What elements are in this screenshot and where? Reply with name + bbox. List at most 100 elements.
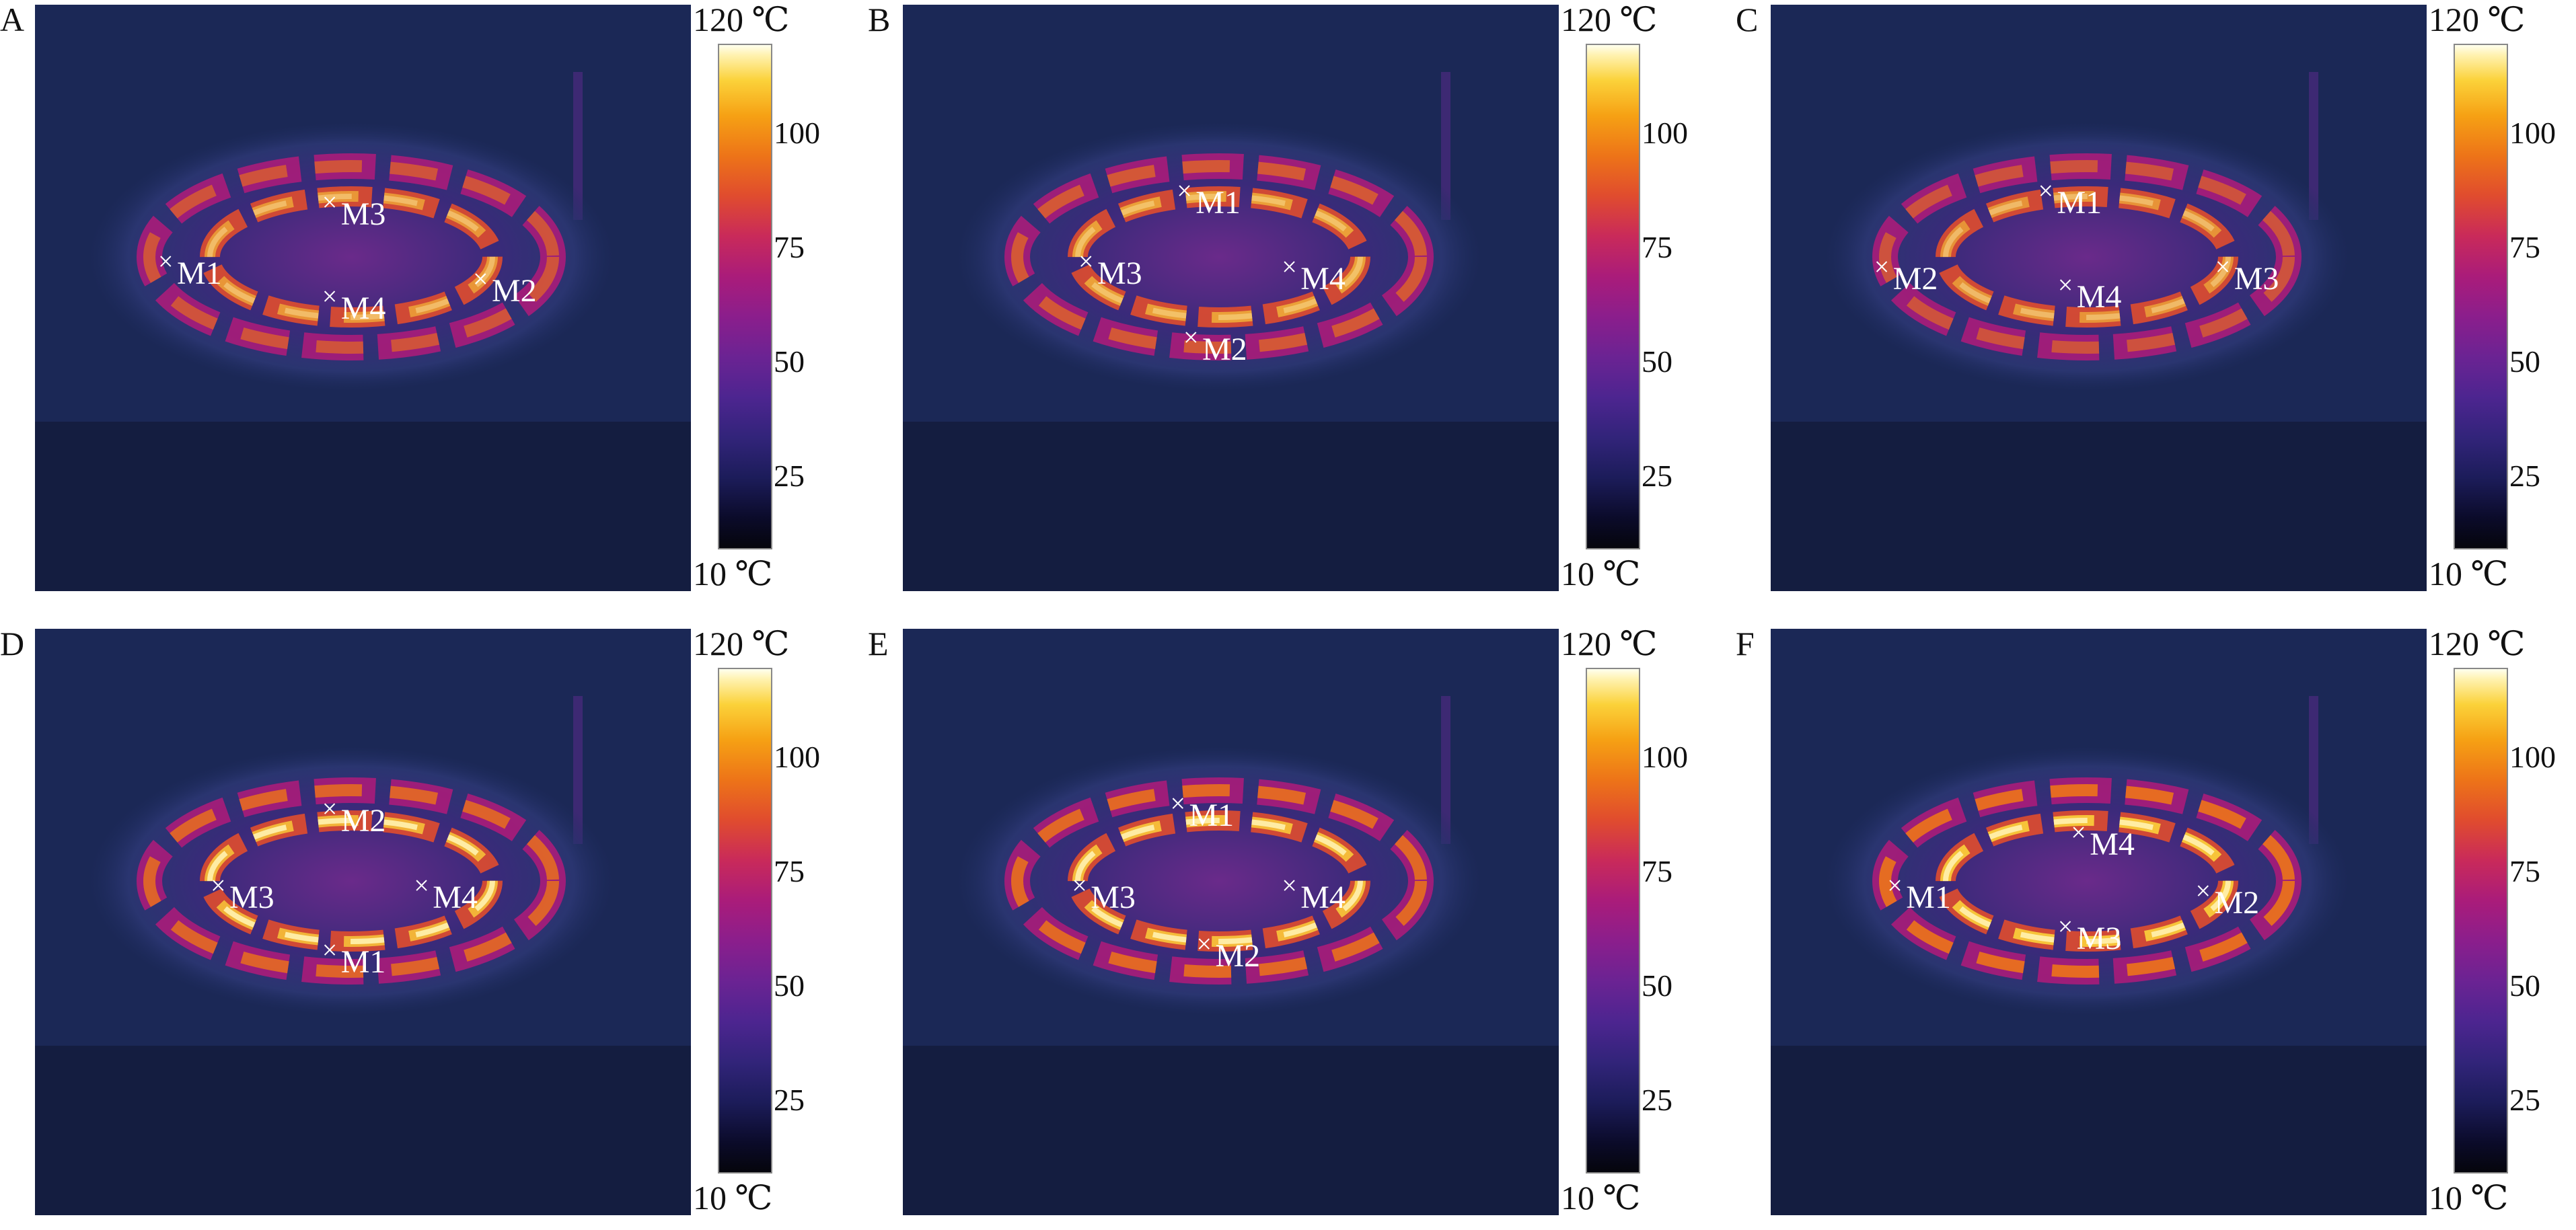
- colorbar-tick-label: 25: [774, 1083, 805, 1117]
- marker-label: M1: [1189, 797, 1235, 833]
- temperature-colorbar: [1586, 44, 1640, 549]
- marker-label: M2: [1892, 261, 1938, 297]
- marker-label: M1: [2057, 185, 2102, 221]
- colorbar-tick-label: 25: [2509, 1083, 2540, 1117]
- marker-cross-icon: ×: [1196, 928, 1212, 959]
- thermal-image: × M1 × M2 × M3 × M4: [1771, 629, 2427, 1215]
- thermal-scene: [35, 72, 691, 591]
- marker-label: M4: [1300, 261, 1346, 297]
- marker-cross-icon: ×: [1282, 870, 1297, 900]
- panel-e: E × M1 × M2 × M3 × M4 120 ℃ 100 75 50 25 10 ℃: [868, 624, 1726, 1230]
- panel-a: A × M1 × M2 × M3 × M4 120 ℃ 100 75 50 25 10 ℃: [0, 0, 858, 606]
- marker-cross-icon: ×: [211, 870, 226, 900]
- marker-label: M3: [2234, 261, 2279, 297]
- panel-d: D × M1 × M2 × M3 × M4 120 ℃ 100 75 50 25 10 ℃: [0, 624, 858, 1230]
- marker-cross-icon: ×: [2195, 876, 2211, 907]
- scale-min-label: 10 ℃: [2429, 1179, 2509, 1217]
- marker-label: M3: [340, 196, 386, 233]
- marker-cross-icon: ×: [2071, 817, 2086, 848]
- panel-letter: E: [868, 625, 889, 662]
- marker-cross-icon: ×: [1072, 870, 1087, 900]
- thermal-image: × M1 × M2 × M3 × M4: [35, 629, 691, 1215]
- marker-label: M4: [1300, 879, 1346, 915]
- colorbar-tick-label: 100: [774, 116, 820, 150]
- thermal-image: × M1 × M2 × M3 × M4: [903, 629, 1559, 1215]
- marker-cross-icon: ×: [2215, 252, 2231, 282]
- colorbar-tick-label: 100: [1642, 740, 1688, 774]
- marker-cross-icon: ×: [322, 281, 338, 311]
- marker-cross-icon: ×: [414, 870, 429, 900]
- marker-label: M4: [340, 291, 386, 326]
- marker-label: M1: [1195, 185, 1241, 221]
- colorbar-tick-label: 75: [2509, 230, 2540, 264]
- scale-min-label: 10 ℃: [693, 555, 773, 592]
- marker-cross-icon: ×: [322, 934, 338, 965]
- marker-label: M1: [340, 944, 386, 980]
- marker-label: M3: [2076, 920, 2122, 956]
- panel-c: C × M1 × M2 × M3 × M4 120 ℃ 100 75 50 25 10 ℃: [1736, 0, 2576, 606]
- colorbar-tick-label: 75: [774, 854, 805, 888]
- colorbar-tick-label: 75: [774, 230, 805, 264]
- colorbar-tick-label: 25: [774, 459, 805, 493]
- marker-label: M2: [2214, 885, 2260, 921]
- marker-label: M4: [2076, 278, 2122, 315]
- marker-label: M4: [2090, 827, 2135, 863]
- scale-max-label: 120 ℃: [2429, 1, 2526, 38]
- scale-max-label: 120 ℃: [693, 1, 790, 38]
- colorbar-tick-label: 25: [2509, 459, 2540, 493]
- panel-b: B × M1 × M2 × M3 × M4 120 ℃ 100 75 50 25 10 ℃: [868, 0, 1726, 606]
- thermal-scene: [1771, 72, 2427, 591]
- panel-letter: A: [0, 1, 25, 38]
- marker-cross-icon: ×: [1170, 787, 1186, 818]
- thermal-scene: [903, 72, 1559, 591]
- marker-cross-icon: ×: [1177, 176, 1192, 206]
- scale-min-label: 10 ℃: [1561, 1179, 1641, 1217]
- marker-cross-icon: ×: [322, 187, 338, 218]
- marker-label: M1: [1906, 879, 1951, 915]
- marker-label: M2: [1215, 937, 1261, 974]
- temperature-colorbar: [1586, 668, 1640, 1174]
- panel-letter: B: [868, 1, 891, 38]
- colorbar-tick-label: 50: [774, 968, 805, 1003]
- marker-cross-icon: ×: [1887, 870, 1903, 900]
- temperature-colorbar: [718, 668, 772, 1174]
- marker-cross-icon: ×: [158, 245, 174, 276]
- marker-label: M3: [1091, 879, 1136, 915]
- temperature-colorbar: [2454, 44, 2508, 549]
- marker-label: M2: [340, 803, 386, 839]
- scale-min-label: 10 ℃: [693, 1179, 773, 1217]
- scale-max-label: 120 ℃: [2429, 625, 2526, 662]
- thermal-image: × M1 × M2 × M3 × M4: [35, 5, 691, 591]
- scale-min-label: 10 ℃: [1561, 555, 1641, 592]
- thermal-scene: [903, 696, 1559, 1215]
- colorbar-tick-label: 50: [2509, 968, 2540, 1003]
- temperature-colorbar: [718, 44, 772, 549]
- colorbar-tick-label: 75: [1642, 230, 1672, 264]
- colorbar-tick-label: 50: [2509, 344, 2540, 379]
- scale-max-label: 120 ℃: [1561, 625, 1658, 662]
- colorbar-tick-label: 100: [2509, 116, 2556, 150]
- marker-cross-icon: ×: [1874, 252, 1890, 282]
- colorbar-tick-label: 75: [2509, 854, 2540, 888]
- marker-cross-icon: ×: [1282, 252, 1297, 282]
- marker-label: M1: [177, 255, 222, 291]
- marker-label: M4: [433, 879, 478, 915]
- marker-cross-icon: ×: [1078, 245, 1094, 276]
- marker-label: M2: [492, 272, 537, 309]
- colorbar-tick-label: 100: [2509, 740, 2556, 774]
- thermal-scene: [35, 696, 691, 1215]
- thermal-scene: [1771, 696, 2427, 1215]
- thermal-image: × M1 × M2 × M3 × M4: [1771, 5, 2427, 591]
- colorbar-tick-label: 25: [1642, 1083, 1672, 1117]
- panel-letter: F: [1736, 625, 1755, 662]
- marker-label: M2: [1202, 332, 1247, 368]
- marker-cross-icon: ×: [2057, 911, 2073, 941]
- marker-label: M3: [229, 879, 274, 915]
- panel-letter: C: [1736, 1, 1759, 38]
- colorbar-tick-label: 100: [1642, 116, 1688, 150]
- scale-max-label: 120 ℃: [693, 625, 790, 662]
- temperature-colorbar: [2454, 668, 2508, 1174]
- colorbar-tick-label: 25: [1642, 459, 1672, 493]
- thermal-image: × M1 × M2 × M3 × M4: [903, 5, 1559, 591]
- panel-f: F × M1 × M2 × M3 × M4 120 ℃ 100 75 50 25 10 ℃: [1736, 624, 2576, 1230]
